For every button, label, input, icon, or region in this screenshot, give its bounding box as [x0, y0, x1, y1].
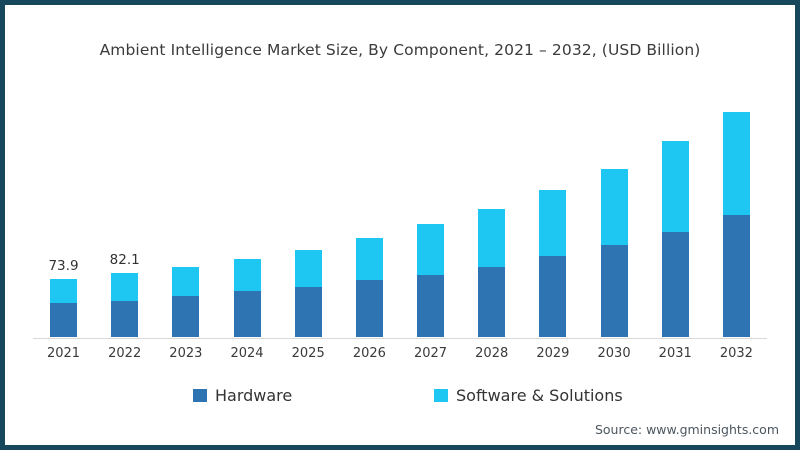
stacked-bar-2023 — [172, 98, 200, 337]
bar-column-2031: 2031 — [645, 98, 706, 361]
legend-label-hardware: Hardware — [215, 386, 293, 405]
bar-column-2023: 2023 — [155, 98, 216, 361]
x-axis-line — [33, 338, 767, 339]
x-tick-label-2026: 2026 — [352, 346, 386, 361]
x-tick-label-2030: 2030 — [597, 346, 631, 361]
stacked-bar-2027 — [417, 98, 445, 337]
bar-column-2032: 2032 — [706, 98, 767, 361]
bar-column-2027: 2027 — [400, 98, 461, 361]
legend: Hardware Software & Solutions — [5, 386, 795, 410]
x-tick-label-2021: 2021 — [46, 346, 81, 361]
x-tick-label-2031: 2031 — [658, 346, 692, 361]
legend-label-software: Software & Solutions — [456, 386, 623, 405]
x-tick-label-2023: 2023 — [169, 346, 203, 361]
chart-title: Ambient Intelligence Market Size, By Com… — [99, 41, 701, 59]
bar-column-2029: 2029 — [522, 98, 583, 361]
x-tick-label-2027: 2027 — [413, 346, 448, 361]
hardware-segment-2022 — [111, 300, 139, 337]
x-tick-label-2028: 2028 — [475, 346, 509, 361]
software-segment-2027 — [417, 224, 445, 276]
plot-area: 73.9 2021 82.1 2022 2023 2024 2025 2026 2027 2028… — [33, 98, 767, 361]
bar-column-2028: 2028 — [461, 98, 522, 361]
hardware-segment-2027 — [417, 275, 445, 337]
software-segment-2032 — [722, 111, 750, 216]
x-tick-label-2024: 2024 — [230, 346, 264, 361]
software-segment-2023 — [172, 267, 200, 297]
x-tick-label-2022: 2022 — [108, 346, 142, 361]
stacked-bar-2021: 73.9 — [48, 98, 79, 337]
x-tick-label-2025: 2025 — [291, 346, 325, 361]
software-segment-2029 — [539, 190, 567, 256]
hardware-segment-2024 — [233, 291, 261, 337]
bar-column-2024: 2024 — [217, 98, 278, 361]
stacked-bar-2024 — [233, 98, 261, 337]
stacked-bar-2026 — [355, 98, 383, 337]
stacked-bar-2030 — [600, 98, 628, 337]
stacked-bar-2029 — [539, 98, 567, 337]
bar-column-2030: 2030 — [584, 98, 645, 361]
bar-column-2022: 82.1 2022 — [94, 98, 155, 361]
hardware-segment-2021 — [50, 303, 77, 337]
software-segment-2026 — [355, 237, 383, 281]
stacked-bar-2031 — [661, 98, 689, 337]
software-segment-2024 — [233, 259, 261, 292]
stacked-bar-2022: 82.1 — [109, 98, 140, 337]
hardware-segment-2029 — [539, 255, 567, 337]
stacked-bar-2032 — [722, 98, 750, 337]
hardware-segment-2023 — [172, 296, 200, 337]
hardware-segment-2028 — [478, 267, 506, 337]
software-segment-2022 — [111, 273, 139, 301]
value-label-2022: 82.1 — [109, 252, 140, 269]
hardware-segment-2030 — [600, 244, 628, 337]
value-label-2021: 73.9 — [48, 258, 79, 275]
hardware-segment-2032 — [722, 215, 750, 337]
x-tick-label-2032: 2032 — [719, 346, 753, 361]
hardware-segment-2031 — [661, 231, 689, 337]
stacked-bar-2025 — [294, 98, 322, 337]
software-segment-2021 — [50, 279, 77, 304]
hardware-segment-2026 — [355, 280, 383, 337]
x-tick-label-2029: 2029 — [536, 346, 570, 361]
source-text: Source: www.gminsights.com — [594, 422, 779, 437]
software-segment-2028 — [478, 209, 506, 267]
software-segment-2025 — [294, 249, 322, 288]
software-segment-2030 — [600, 168, 628, 245]
software-swatch-icon — [434, 389, 448, 402]
software-segment-2031 — [661, 141, 689, 232]
bar-column-2025: 2025 — [278, 98, 339, 361]
legend-item-software: Software & Solutions — [434, 386, 623, 405]
hardware-segment-2025 — [294, 287, 322, 337]
hardware-swatch-icon — [193, 389, 207, 402]
bar-column-2021: 73.9 2021 — [33, 98, 94, 361]
legend-item-hardware: Hardware — [193, 386, 292, 405]
bar-column-2026: 2026 — [339, 98, 400, 361]
stacked-bar-2028 — [478, 98, 506, 337]
